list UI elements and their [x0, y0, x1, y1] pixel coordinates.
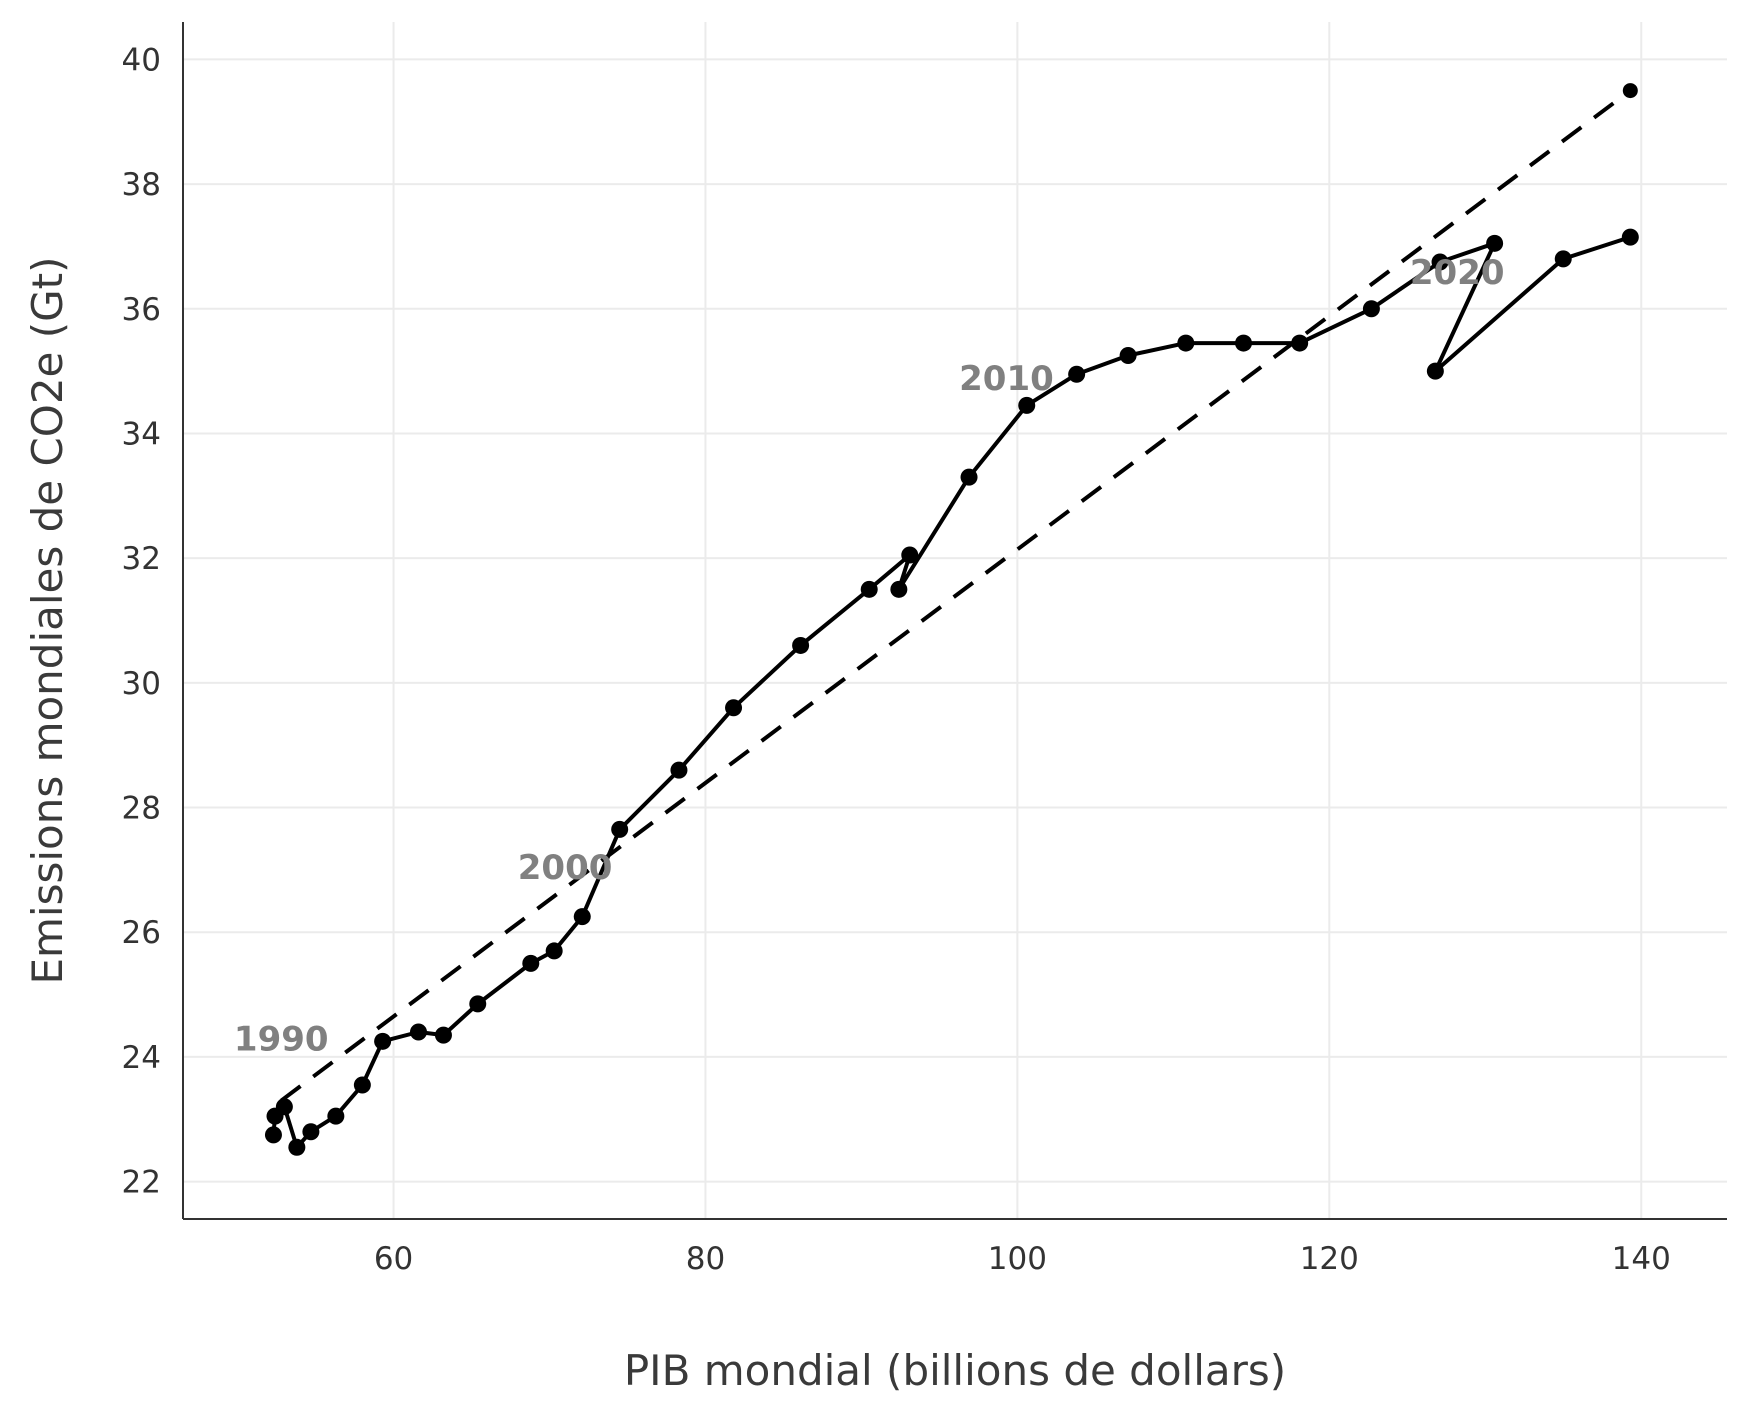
trend-line [280, 88, 1632, 1103]
data-point [1554, 250, 1572, 268]
trend-line-group [280, 88, 1632, 1103]
data-point [670, 761, 688, 779]
data-point [792, 636, 810, 654]
data-point [725, 699, 743, 717]
data-point [901, 546, 919, 564]
data-point [960, 468, 978, 486]
y-tick-label: 34 [122, 416, 161, 452]
data-point [409, 1023, 427, 1041]
data-point [1486, 234, 1504, 252]
y-tick-label: 40 [122, 42, 161, 78]
year-annotations: 1990 2000 2010 2020 [234, 253, 1505, 1060]
x-axis-title: PIB mondial (billions de dollars) [624, 1346, 1286, 1395]
y-tick-label: 24 [122, 1040, 161, 1076]
data-point [1362, 300, 1380, 318]
axes [182, 22, 1727, 1220]
data-point [302, 1123, 320, 1141]
data-point [890, 580, 908, 598]
observed-series-line [271, 235, 1631, 1150]
y-tick-label: 28 [122, 791, 161, 827]
y-tick-label: 32 [122, 541, 161, 577]
data-point [1431, 253, 1449, 271]
data-point [288, 1138, 306, 1156]
data-point [1119, 347, 1137, 365]
year-label: 2010 [959, 359, 1054, 399]
data-point [522, 954, 540, 972]
year-label: 2020 [1410, 253, 1505, 293]
y-tick-label: 26 [122, 915, 161, 951]
data-point [1177, 334, 1195, 352]
y-tick-label: 30 [122, 666, 161, 702]
data-point [1068, 365, 1086, 383]
data-point [374, 1032, 392, 1050]
x-tick-label: 140 [1612, 1241, 1671, 1277]
series-line-group [271, 235, 1631, 1150]
y-tick-label: 38 [122, 167, 161, 203]
x-tick-label: 120 [1300, 1241, 1359, 1277]
y-tick-label: 22 [122, 1165, 161, 1201]
x-tick-label: 100 [988, 1241, 1047, 1277]
data-point [1621, 228, 1639, 246]
data-point [1018, 396, 1036, 414]
tick-labels: 22 24 26 28 30 32 34 36 38 40 60 80 100 120 140 [122, 42, 1671, 1277]
data-point [860, 580, 878, 598]
data-point [611, 820, 629, 838]
gridlines [183, 22, 1727, 1219]
data-point [353, 1076, 371, 1094]
x-tick-label: 80 [686, 1241, 725, 1277]
y-tick-label: 36 [122, 292, 161, 328]
data-point [264, 1126, 282, 1144]
data-point [1235, 334, 1253, 352]
data-point [545, 942, 563, 960]
data-point [434, 1026, 452, 1044]
x-tick-label: 60 [374, 1241, 413, 1277]
data-point [1426, 362, 1444, 380]
year-label: 1990 [234, 1020, 329, 1060]
data-point [1291, 334, 1309, 352]
data-point [469, 995, 487, 1013]
data-points [264, 83, 1639, 1156]
trend-end-point [1622, 83, 1638, 99]
data-point [327, 1107, 345, 1125]
data-point [275, 1098, 293, 1116]
data-point [573, 908, 591, 926]
y-axis-title: Emissions mondiales de CO2e (Gt) [23, 256, 72, 984]
year-label: 2000 [518, 848, 613, 888]
